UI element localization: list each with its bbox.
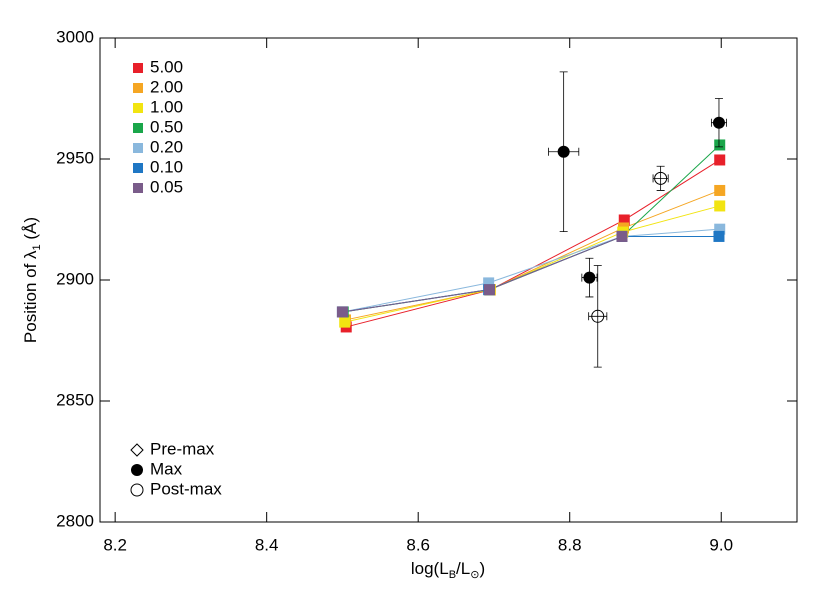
legend-label: 0.20	[150, 137, 183, 156]
x-label-sub: B	[449, 569, 456, 581]
square-marker	[713, 230, 725, 242]
series-line	[343, 144, 721, 313]
legend-label: 5.00	[150, 57, 183, 76]
square-marker	[714, 200, 726, 212]
legend-label: 0.50	[150, 117, 183, 136]
y-tick-label: 2850	[56, 390, 94, 409]
filled-circle-marker	[583, 271, 596, 284]
legend-label: 2.00	[150, 77, 183, 96]
legend-swatch	[133, 143, 143, 153]
x-tick-label: 8.4	[255, 535, 279, 554]
y-label-part: Position of λ	[21, 250, 40, 343]
square-marker	[618, 214, 630, 226]
square-marker	[714, 223, 726, 235]
legend-symbol	[130, 443, 144, 457]
filled-circle-marker	[712, 116, 725, 129]
square-marker	[483, 284, 495, 296]
x-axis-label: log(LB/L⊙)	[411, 559, 485, 580]
x-tick-label: 8.2	[103, 535, 127, 554]
x-label-part: /L	[456, 559, 470, 578]
legend-swatch	[133, 83, 143, 93]
square-marker	[714, 184, 726, 196]
square-marker	[336, 306, 348, 318]
x-tick-label: 8.8	[558, 535, 582, 554]
y-label-sub: 1	[31, 244, 43, 250]
legend-label: 1.00	[150, 97, 183, 116]
y-axis-label: Position of λ1 (Å)	[21, 217, 42, 343]
legend-symbol	[131, 464, 143, 476]
x-tick-label: 8.6	[406, 535, 430, 554]
y-tick-label: 3000	[56, 27, 94, 46]
legend-label: Pre-max	[150, 439, 215, 458]
x-label-part: )	[479, 559, 485, 578]
open-circle-marker	[654, 171, 668, 185]
legend-label: 0.10	[150, 157, 183, 176]
legend-label: 0.05	[150, 177, 183, 196]
square-marker	[616, 230, 628, 242]
square-marker	[714, 139, 726, 151]
x-label-sub: ⊙	[470, 569, 479, 581]
square-marker	[714, 154, 726, 166]
x-label-part: log(L	[411, 559, 449, 578]
legend-swatch	[133, 183, 143, 193]
legend-swatch	[133, 103, 143, 113]
series-line	[342, 228, 720, 313]
legend-label: Max	[150, 459, 183, 478]
x-error-bar	[652, 174, 669, 183]
series-line	[344, 205, 720, 323]
legend-swatch	[133, 123, 143, 133]
y-tick-label: 2900	[56, 269, 94, 288]
legend-swatch	[133, 63, 143, 73]
y-tick-label: 2800	[56, 511, 94, 530]
square-marker	[339, 316, 351, 328]
open-circle-marker	[591, 309, 605, 323]
filled-circle-marker	[557, 145, 570, 158]
y-label-part: (Å)	[21, 217, 40, 244]
x-tick-label: 9.0	[709, 535, 733, 554]
square-marker	[483, 277, 495, 289]
legend-symbol	[130, 483, 144, 497]
series-line	[346, 159, 720, 328]
legend-swatch	[133, 163, 143, 173]
y-tick-label: 2950	[56, 148, 94, 167]
legend-label: Post-max	[150, 479, 222, 498]
